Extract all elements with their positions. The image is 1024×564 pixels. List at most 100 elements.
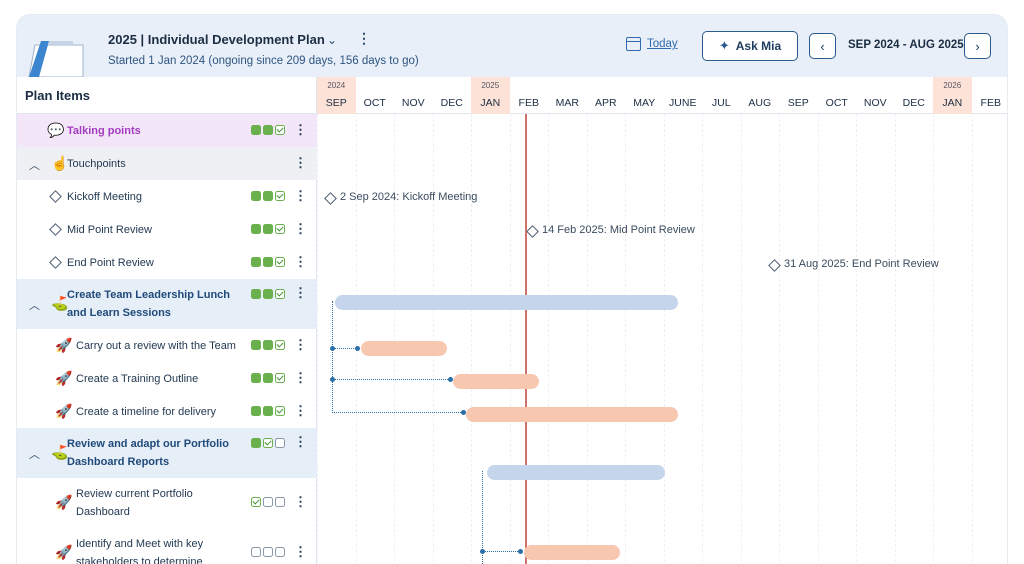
row-more-menu-icon[interactable]: ⋮	[294, 285, 307, 300]
month-column-header: MAR	[548, 77, 587, 114]
grid-line	[625, 114, 626, 564]
month-label: APR	[594, 97, 617, 109]
task-bar[interactable]	[466, 407, 678, 422]
dependency-line	[332, 301, 333, 413]
row-more-menu-icon[interactable]: ⋮	[294, 154, 307, 170]
row-more-menu-icon[interactable]: ⋮	[294, 220, 307, 236]
row-more-menu-icon[interactable]: ⋮	[294, 121, 307, 137]
month-column-header: SEP	[779, 77, 818, 114]
plan-item-row[interactable]: Mid Point Review ⋮	[17, 213, 317, 246]
dependency-dot	[518, 549, 523, 554]
plan-item-label: Mid Point Review	[67, 223, 152, 236]
milestone-marker[interactable]	[526, 225, 539, 238]
dependency-line	[482, 551, 522, 552]
ask-mia-button[interactable]: ✦ Ask Mia	[702, 31, 798, 61]
ask-mia-label: Ask Mia	[735, 39, 782, 53]
status-square	[275, 124, 285, 135]
dependency-line	[332, 412, 465, 413]
plan-group-row[interactable]: ︿ ⛳ Review and adapt our Portfolio Dashboa…	[17, 428, 317, 478]
plan-item-label: Review current Portfolio Dashboard	[76, 488, 193, 518]
next-range-button[interactable]: ›	[964, 33, 991, 59]
month-label: JAN	[942, 97, 963, 109]
status-indicators	[251, 124, 285, 135]
month-label: JUNE	[669, 97, 697, 109]
plan-item-label: Identify and Meet with key stakeholders …	[76, 538, 204, 564]
rocket-icon: 🚀	[55, 494, 73, 510]
plan-item-row[interactable]: 🚀 Create a timeline for delivery ⋮	[17, 395, 317, 428]
status-square	[275, 223, 285, 234]
month-label: DEC	[902, 97, 925, 109]
month-column-header: JUL	[702, 77, 741, 114]
plan-item-row[interactable]: 🚀 Identify and Meet with key stakeholders…	[17, 528, 317, 564]
title-chevron-down-icon[interactable]: ⌄	[327, 33, 338, 47]
status-square	[263, 547, 273, 557]
month-label: MAY	[633, 97, 656, 109]
status-square	[251, 405, 261, 416]
grid-line	[317, 114, 318, 564]
status-square	[275, 405, 285, 416]
plan-item-row[interactable]: End Point Review ⋮	[17, 246, 317, 279]
month-label: SEP	[325, 97, 347, 109]
plan-item-row[interactable]: 🚀 Review current Portfolio Dashboard ⋮	[17, 478, 317, 528]
status-square	[275, 438, 285, 448]
today-button[interactable]: Today	[626, 37, 678, 51]
grid-line	[548, 114, 549, 564]
grid-line	[702, 114, 703, 564]
plan-title: 2025 | Individual Development Plan	[108, 32, 325, 47]
dependency-line	[482, 471, 483, 564]
today-marker-line	[525, 114, 527, 564]
dependency-dot	[480, 549, 485, 554]
row-more-menu-icon[interactable]: ⋮	[294, 402, 307, 418]
status-square	[263, 289, 273, 299]
task-bar[interactable]	[361, 341, 447, 356]
task-bar[interactable]	[453, 374, 539, 389]
status-square	[275, 339, 285, 350]
month-label: OCT	[363, 97, 386, 109]
group-bar[interactable]	[487, 465, 665, 480]
grid-line	[856, 114, 857, 564]
milestone-diamond-icon	[49, 222, 62, 236]
plan-items-panel: Plan Items 💬 Talking points ⋮ ︿ ☝ Touchpoints…	[17, 77, 317, 564]
status-square	[263, 256, 273, 267]
dependency-line	[332, 379, 450, 380]
status-square	[263, 124, 273, 135]
row-more-menu-icon[interactable]: ⋮	[294, 494, 307, 509]
plan-item-row[interactable]: 🚀 Create a Training Outline ⋮	[17, 362, 317, 395]
status-indicators	[251, 405, 285, 416]
status-square	[251, 190, 261, 201]
month-label: DEC	[440, 97, 463, 109]
plan-item-label: Kickoff Meeting	[67, 190, 143, 203]
row-more-menu-icon[interactable]: ⋮	[294, 187, 307, 203]
plan-group-row[interactable]: ︿ ⛳ Create Team Leadership Lunch and Learn…	[17, 279, 317, 329]
previous-range-button[interactable]: ‹	[809, 33, 836, 59]
rocket-icon: 🚀	[55, 369, 73, 386]
group-bar[interactable]	[335, 295, 678, 310]
collapse-chevron-icon[interactable]: ︿	[29, 300, 40, 312]
row-more-menu-icon[interactable]: ⋮	[294, 369, 307, 385]
task-bar[interactable]	[524, 545, 620, 560]
row-more-menu-icon[interactable]: ⋮	[294, 336, 307, 352]
podium-icon: ⛳	[51, 295, 69, 311]
month-column-header: MAY	[625, 77, 664, 114]
status-square	[251, 124, 261, 135]
plan-item-row[interactable]: 💬 Talking points ⋮	[17, 114, 317, 147]
chevron-right-icon: ›	[975, 38, 980, 54]
plan-item-row[interactable]: 🚀 Carry out a review with the Team ⋮	[17, 329, 317, 362]
milestone-marker[interactable]	[324, 192, 337, 205]
grid-line	[509, 114, 511, 564]
dependency-dot	[330, 346, 335, 351]
plan-item-row[interactable]: Kickoff Meeting ⋮	[17, 180, 317, 213]
collapse-chevron-icon[interactable]: ︿	[29, 449, 40, 461]
row-more-menu-icon[interactable]: ⋮	[294, 434, 307, 449]
collapse-chevron-icon[interactable]: ︿	[29, 159, 40, 172]
status-indicators	[251, 372, 285, 383]
plan-item-row[interactable]: ︿ ☝ Touchpoints ⋮	[17, 147, 317, 180]
status-square	[251, 339, 261, 350]
title-more-menu-icon[interactable]: ⋮	[357, 30, 371, 46]
status-square	[251, 547, 261, 557]
status-square	[263, 438, 273, 448]
rocket-icon: 🚀	[55, 544, 73, 560]
status-square	[263, 372, 273, 383]
row-more-menu-icon[interactable]: ⋮	[294, 253, 307, 269]
row-more-menu-icon[interactable]: ⋮	[294, 544, 307, 559]
